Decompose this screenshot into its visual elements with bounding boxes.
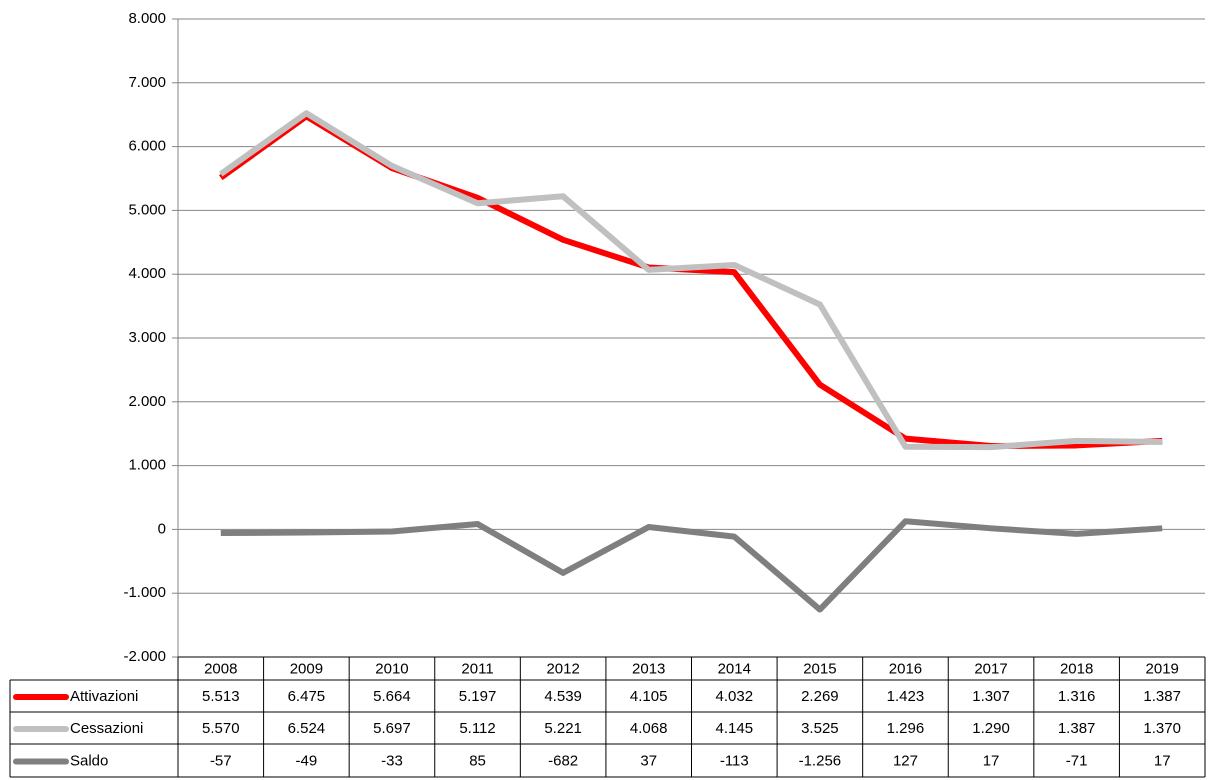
table-value: 5.513 bbox=[202, 688, 240, 705]
table-value: 5.664 bbox=[373, 688, 411, 705]
y-tick-label: 1.000 bbox=[128, 457, 166, 474]
table-value: 6.524 bbox=[288, 720, 326, 737]
table-value: 1.296 bbox=[887, 720, 925, 737]
table-value: 4.539 bbox=[544, 688, 582, 705]
x-tick-label: 2018 bbox=[1060, 660, 1093, 677]
table-value: 2.269 bbox=[801, 688, 839, 705]
table-value: 4.105 bbox=[630, 688, 668, 705]
y-tick-label: 8.000 bbox=[128, 10, 166, 27]
table-value: -33 bbox=[381, 752, 403, 769]
y-tick-label: 6.000 bbox=[128, 138, 166, 155]
legend-label: Saldo bbox=[70, 752, 108, 769]
table-value: -57 bbox=[210, 752, 232, 769]
table-value: 1.387 bbox=[1058, 720, 1096, 737]
table-value: 4.068 bbox=[630, 720, 668, 737]
x-tick-label: 2009 bbox=[290, 660, 323, 677]
table-value: 5.697 bbox=[373, 720, 411, 737]
x-tick-label: 2008 bbox=[204, 660, 237, 677]
table-value: 6.475 bbox=[288, 688, 326, 705]
table-value: 1.307 bbox=[972, 688, 1010, 705]
table-value: 5.221 bbox=[544, 720, 582, 737]
x-tick-label: 2010 bbox=[375, 660, 408, 677]
x-tick-label: 2017 bbox=[974, 660, 1007, 677]
data-line bbox=[219, 113, 1163, 450]
y-tick-label: -1.000 bbox=[123, 584, 166, 601]
table-value: 85 bbox=[469, 752, 486, 769]
legend-label: Attivazioni bbox=[70, 688, 138, 705]
y-tick-label: 5.000 bbox=[128, 201, 166, 218]
table-value: 3.525 bbox=[801, 720, 839, 737]
table-value: 1.423 bbox=[887, 688, 925, 705]
table-value: 5.570 bbox=[202, 720, 240, 737]
x-tick-label: 2011 bbox=[461, 660, 493, 677]
y-tick-label: 4.000 bbox=[128, 265, 166, 282]
table-value: -71 bbox=[1066, 752, 1088, 769]
y-tick-label: 2.000 bbox=[128, 393, 166, 410]
y-tick-label: 7.000 bbox=[128, 74, 166, 91]
x-tick-label: 2014 bbox=[718, 660, 751, 677]
table-value: 4.032 bbox=[716, 688, 754, 705]
table-value: 37 bbox=[640, 752, 657, 769]
x-tick-label: 2016 bbox=[889, 660, 922, 677]
table-value: 1.316 bbox=[1058, 688, 1096, 705]
x-tick-label: 2012 bbox=[546, 660, 579, 677]
table-value: 1.290 bbox=[972, 720, 1010, 737]
table-value: -113 bbox=[720, 752, 749, 769]
data-line bbox=[220, 518, 1163, 613]
table-value: 5.112 bbox=[459, 720, 495, 737]
table-value: 17 bbox=[983, 752, 1000, 769]
y-tick-label: 0 bbox=[158, 520, 166, 537]
x-tick-label: 2019 bbox=[1146, 660, 1179, 677]
table-value: 4.145 bbox=[716, 720, 754, 737]
table-value: 1.370 bbox=[1143, 720, 1181, 737]
x-tick-label: 2015 bbox=[803, 660, 836, 677]
table-value: 127 bbox=[893, 752, 918, 769]
y-tick-label: -2.000 bbox=[123, 648, 166, 665]
x-tick-label: 2013 bbox=[632, 660, 665, 677]
data-line bbox=[219, 110, 1163, 451]
table-value: -682 bbox=[548, 752, 578, 769]
legend-label: Cessazioni bbox=[70, 720, 143, 737]
table-value: 1.387 bbox=[1143, 688, 1181, 705]
table-value: -49 bbox=[296, 752, 318, 769]
table-value: -1.256 bbox=[799, 752, 842, 769]
table-value: 5.197 bbox=[459, 688, 497, 705]
y-tick-label: 3.000 bbox=[128, 329, 166, 346]
table-value: 17 bbox=[1154, 752, 1171, 769]
